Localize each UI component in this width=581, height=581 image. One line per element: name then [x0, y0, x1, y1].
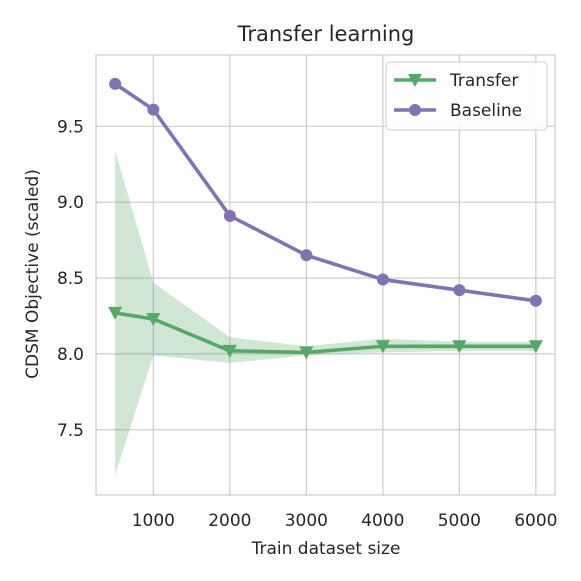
legend-transfer-marker	[408, 74, 422, 87]
x-axis-title: Train dataset size	[251, 539, 401, 559]
baseline-point	[223, 209, 236, 222]
plot-frame	[95, 54, 556, 496]
y-tick-label: 8.5	[57, 269, 84, 289]
baseline-point	[453, 284, 466, 297]
baseline-point	[147, 103, 160, 116]
y-tick-label: 8.0	[57, 345, 84, 365]
y-tick-label: 9.0	[57, 193, 84, 213]
chart-title: Transfer learning	[237, 22, 415, 46]
baseline-point	[109, 77, 122, 90]
transfer-point	[452, 340, 467, 354]
transfer-point	[108, 306, 123, 320]
x-tick-label: 4000	[361, 511, 404, 531]
legend-baseline-marker	[409, 104, 421, 116]
x-tick-label: 1000	[132, 511, 175, 531]
axes-frame	[95, 54, 556, 496]
legend-transfer-label: Transfer	[449, 71, 518, 91]
x-tick-label: 6000	[514, 511, 557, 531]
legend-baseline-label: Baseline	[450, 101, 522, 121]
transfer-point	[146, 313, 161, 326]
y-axis-title: CDSM Objective (scaled)	[23, 169, 43, 379]
series-transfer	[108, 306, 543, 360]
series-baseline	[109, 77, 542, 307]
baseline-point	[300, 249, 313, 262]
baseline-point	[376, 273, 389, 286]
x-tick-label: 5000	[438, 511, 481, 531]
transfer-band	[115, 150, 536, 476]
legend: Transfer Baseline	[385, 61, 548, 131]
y-tick-labels: 7.5 8.0 8.5 9.0 9.5	[57, 117, 84, 440]
series-layer	[108, 77, 543, 360]
transfer-point	[375, 340, 390, 354]
x-tick-labels: 1000 2000 3000 4000 5000 6000	[132, 511, 558, 531]
transfer-point	[528, 340, 543, 354]
transfer-point	[299, 346, 314, 360]
transfer-confidence-band	[115, 150, 536, 476]
x-tick-label: 2000	[208, 511, 251, 531]
y-tick-label: 7.5	[57, 421, 84, 441]
x-tick-label: 3000	[285, 511, 328, 531]
y-tick-label: 9.5	[57, 117, 84, 137]
transfer-point	[222, 344, 237, 358]
baseline-point	[529, 294, 542, 307]
